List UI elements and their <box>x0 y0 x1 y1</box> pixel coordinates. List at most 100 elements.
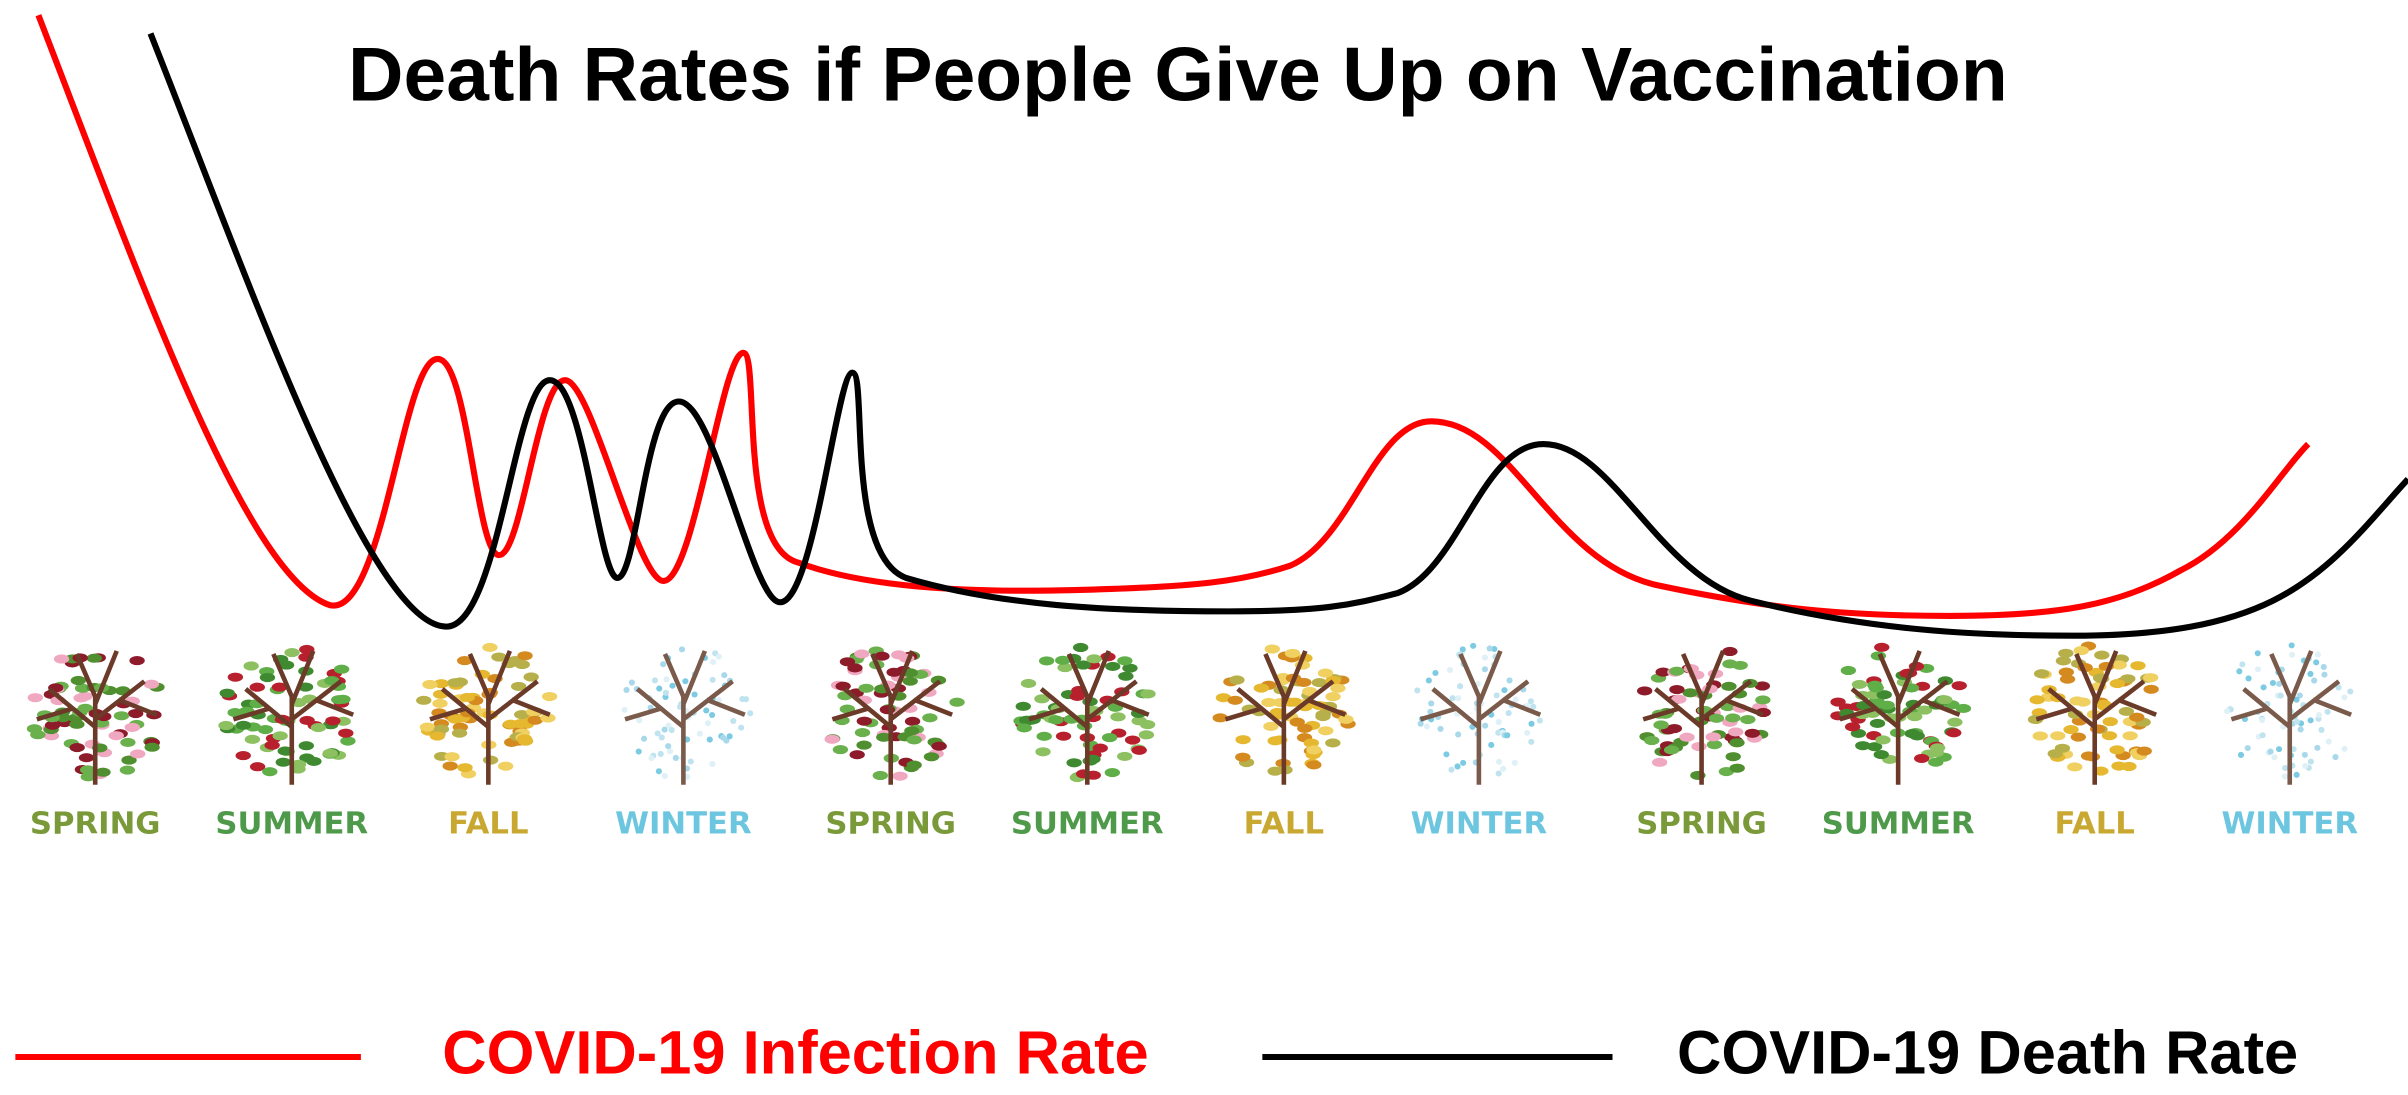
leaf <box>2294 719 2300 725</box>
leaf <box>641 736 647 742</box>
leaf <box>1644 736 1659 745</box>
leaf <box>276 758 291 767</box>
leaf <box>2056 656 2071 665</box>
leaf <box>1726 752 1741 761</box>
leaf <box>2071 732 2086 741</box>
leaf <box>710 659 716 665</box>
leaf <box>824 735 839 744</box>
leaf <box>1254 683 1269 692</box>
leaf <box>1140 689 1155 698</box>
leaf <box>1132 746 1147 755</box>
leaf <box>109 731 124 740</box>
leaf <box>1261 698 1276 707</box>
leaf <box>1105 662 1120 671</box>
leaf <box>2289 652 2295 658</box>
leaf <box>2282 765 2288 771</box>
leaf <box>1869 683 1884 692</box>
season-icon <box>218 645 355 785</box>
leaf <box>1066 758 1081 767</box>
leaf <box>71 676 86 685</box>
leaf <box>1318 669 1333 678</box>
leaf <box>144 743 159 752</box>
leaf <box>334 665 349 674</box>
leaf <box>325 716 340 725</box>
leaf <box>250 683 265 692</box>
leaf <box>1460 760 1466 766</box>
season-icon <box>2028 641 2159 784</box>
leaf <box>2103 717 2118 726</box>
leaf <box>629 680 635 686</box>
leaf <box>2270 680 2276 686</box>
leaf <box>1910 731 1925 740</box>
leaf <box>931 742 946 751</box>
leaf <box>660 661 666 667</box>
leaf <box>1841 666 1856 675</box>
leaf <box>422 680 437 689</box>
leaf <box>692 691 698 697</box>
leaf <box>1512 760 1518 766</box>
leaf <box>2238 752 2244 758</box>
leaf <box>448 715 463 724</box>
leaf <box>1667 724 1682 733</box>
leaf <box>1460 646 1466 652</box>
season-label: FALL <box>1244 807 1324 842</box>
leaf <box>2321 664 2327 670</box>
season-label: SUMMER <box>1011 807 1164 842</box>
leaf <box>245 735 260 744</box>
leaf <box>1728 727 1743 736</box>
leaf <box>1296 678 1311 687</box>
leaf <box>1432 670 1438 676</box>
leaf <box>1652 758 1667 767</box>
leaf <box>1117 656 1132 665</box>
leaf <box>311 723 326 732</box>
leaf <box>891 650 906 659</box>
leaf <box>1725 713 1740 722</box>
leaf <box>621 707 627 713</box>
leaf <box>743 696 749 702</box>
leaf <box>1513 696 1519 702</box>
leaf <box>1496 770 1502 776</box>
leaf <box>2259 717 2265 723</box>
leaf <box>1267 767 1282 776</box>
leaf <box>2261 684 2267 690</box>
leaf <box>1086 654 1101 663</box>
leaf <box>95 768 110 777</box>
leaf <box>1946 728 1961 737</box>
leaf <box>444 752 459 761</box>
leaf <box>1875 735 1890 744</box>
leaf <box>2060 675 2075 684</box>
leaf <box>2143 673 2158 682</box>
leaf <box>1297 724 1312 733</box>
leaf <box>1325 738 1340 747</box>
season-icons: SPRINGSUMMERFALLWINTERSPRINGSUMMERFALLWI… <box>27 641 2358 841</box>
leaf <box>1105 768 1120 777</box>
leaf <box>903 677 918 686</box>
leaf <box>2302 752 2308 758</box>
leaf <box>2255 650 2261 656</box>
leaf <box>623 687 629 693</box>
leaf <box>707 737 713 743</box>
leaf <box>420 723 435 732</box>
leaf <box>663 690 669 696</box>
season-icon <box>1013 643 1155 785</box>
leaf <box>2260 732 2266 738</box>
leaf <box>2122 731 2137 740</box>
leaf <box>850 750 865 759</box>
leaf <box>452 729 467 738</box>
leaf <box>2308 717 2314 723</box>
leaf <box>114 711 129 720</box>
leaf <box>2318 727 2324 733</box>
trunk <box>2231 651 2351 785</box>
leaf <box>1733 661 1748 670</box>
leaf <box>2316 712 2322 718</box>
leaf <box>1755 695 1770 704</box>
leaf <box>1426 677 1432 683</box>
season-icon <box>1637 647 1771 785</box>
leaf <box>854 649 869 658</box>
leaf <box>54 654 69 663</box>
leaf <box>542 692 557 701</box>
leaf <box>2137 747 2152 756</box>
leaf <box>716 654 722 660</box>
leaf <box>859 684 874 693</box>
leaf <box>1056 732 1071 741</box>
